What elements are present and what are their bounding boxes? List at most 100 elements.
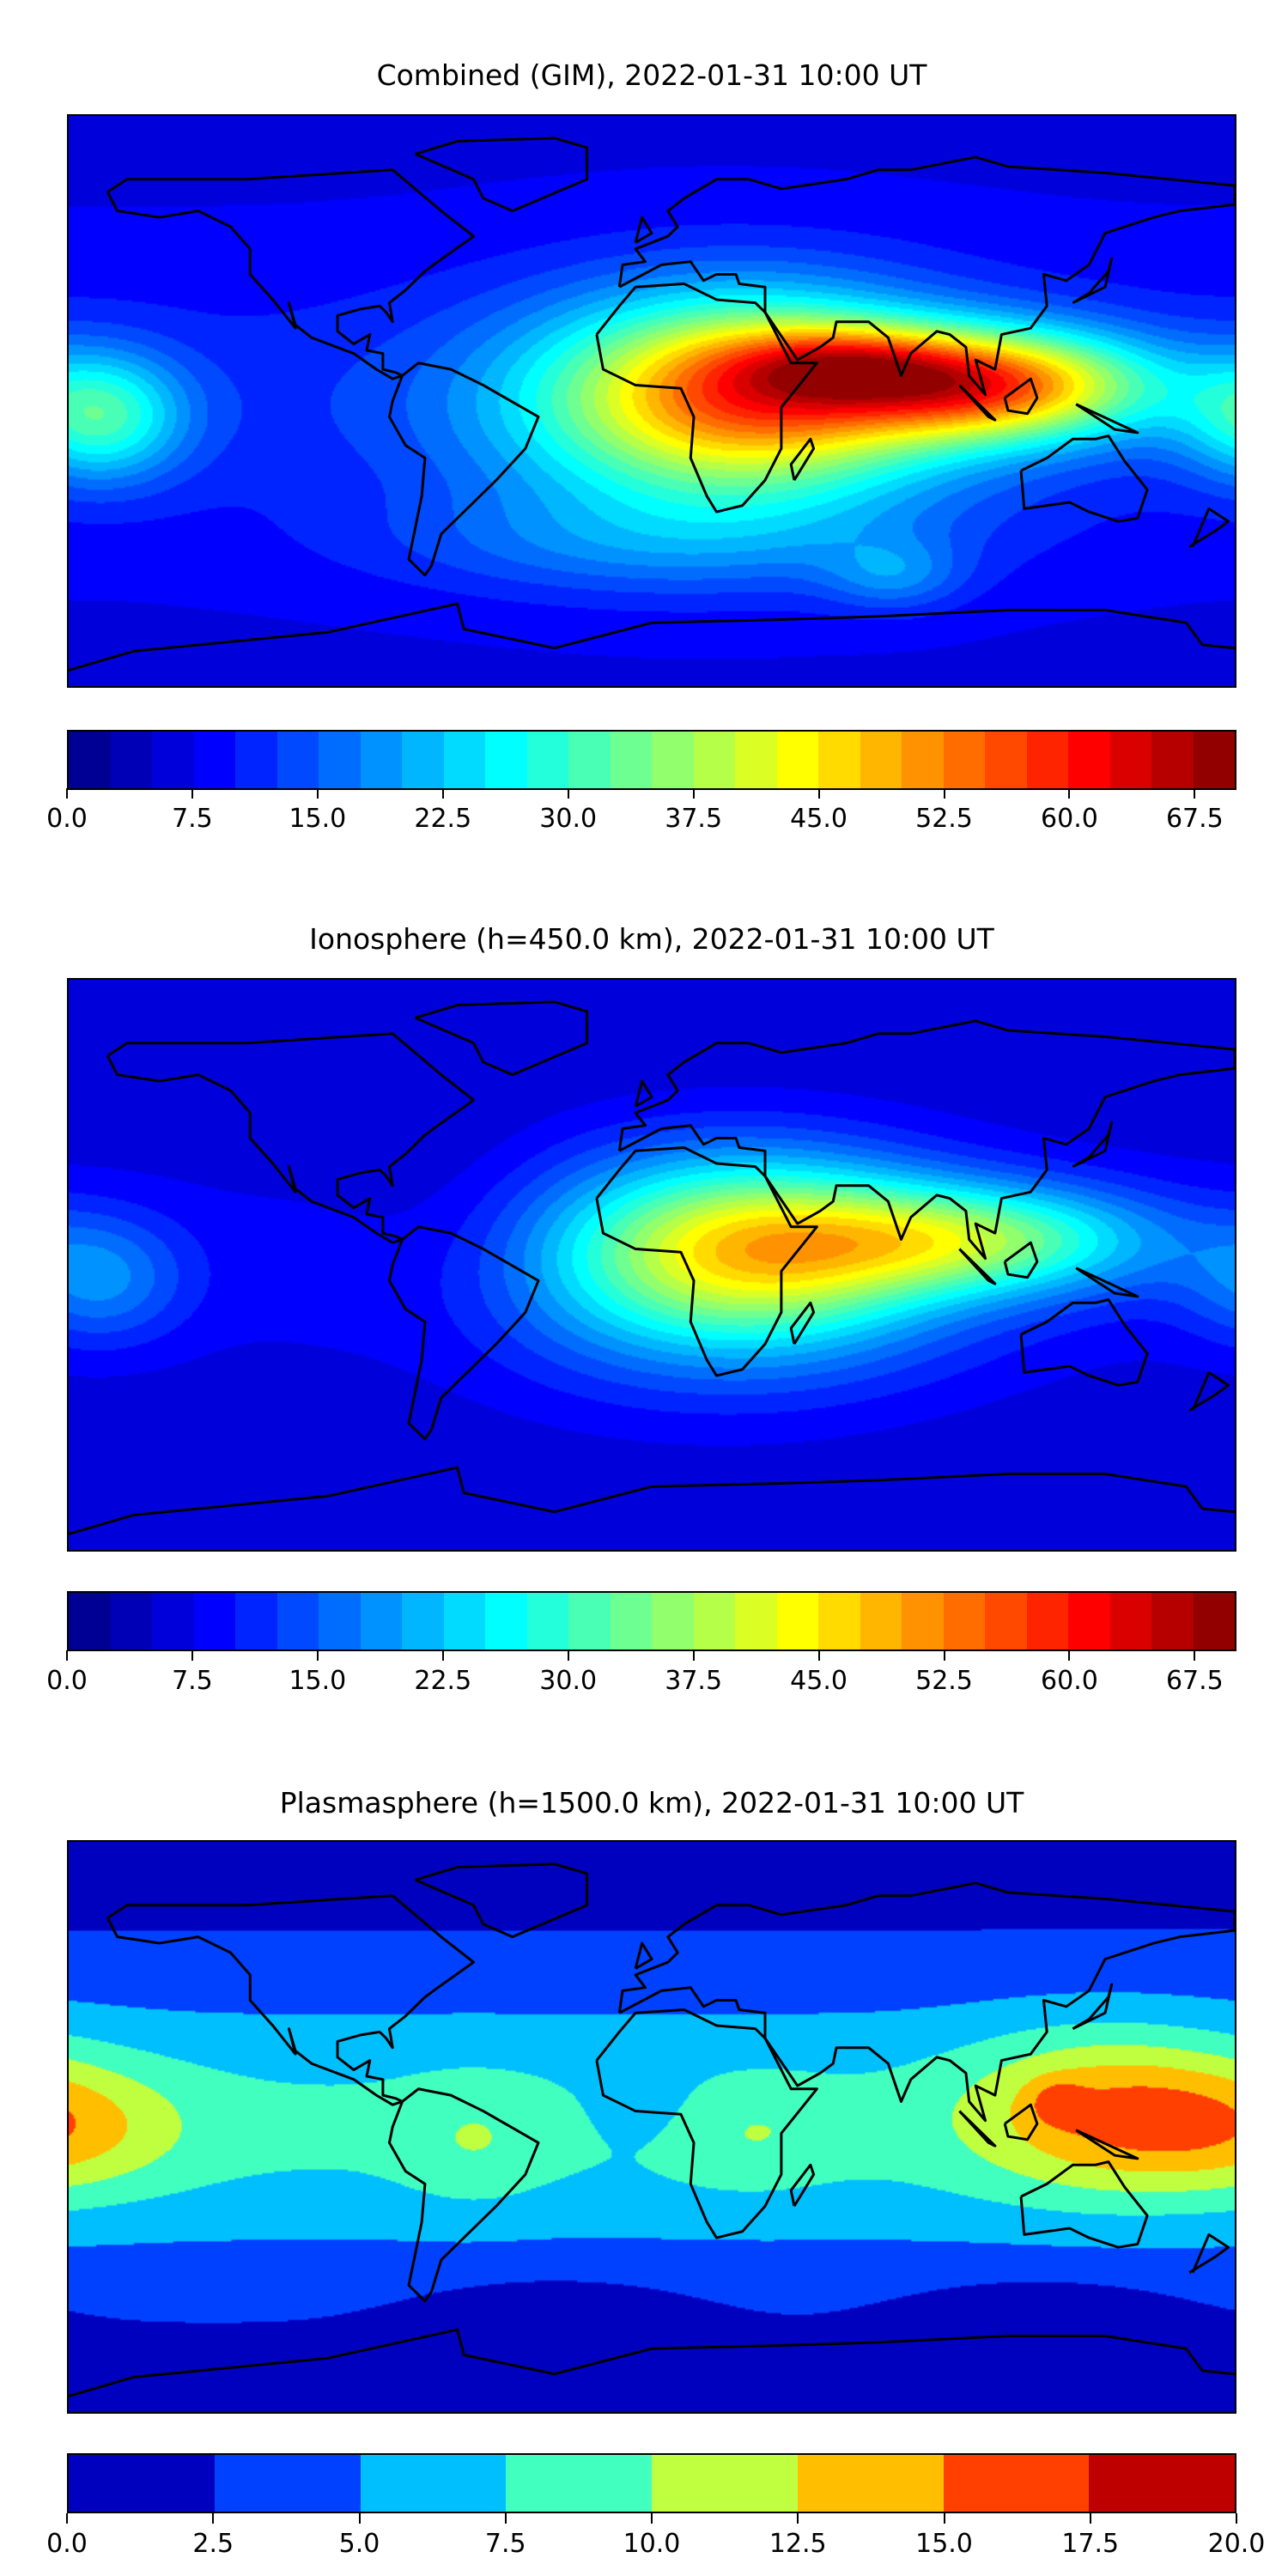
coastline bbox=[1189, 2234, 1228, 2272]
contour-field bbox=[69, 1842, 1235, 2412]
coastline bbox=[1005, 1242, 1037, 1278]
coastline bbox=[416, 1002, 587, 1075]
coastline bbox=[69, 1467, 1235, 1534]
colorbar-tick bbox=[66, 788, 68, 799]
colorbar-segment bbox=[110, 732, 152, 788]
colorbar-tick-label: 15.0 bbox=[915, 2529, 973, 2559]
colorbar-segment bbox=[152, 732, 194, 788]
colorbar-tick bbox=[1068, 788, 1071, 799]
colorbar-tick-label: 0.0 bbox=[46, 2529, 88, 2559]
colorbar-segment bbox=[776, 732, 818, 788]
colorbar-segment bbox=[985, 1593, 1027, 1649]
coastline bbox=[635, 1943, 652, 1969]
colorbar-segment bbox=[485, 732, 527, 788]
coastline bbox=[619, 1021, 1235, 1259]
coastline bbox=[389, 363, 538, 575]
colorbar-segment bbox=[943, 1593, 985, 1649]
colorbar-segment bbox=[652, 732, 694, 788]
colorbar-tick bbox=[1089, 2513, 1091, 2524]
colorbar-tick-label: 60.0 bbox=[1041, 1666, 1098, 1696]
colorbar-segment bbox=[443, 732, 485, 788]
coastline bbox=[1021, 436, 1147, 522]
coastline bbox=[959, 1249, 994, 1285]
colorbar-segment bbox=[568, 732, 611, 788]
colorbar-tick bbox=[797, 2513, 799, 2524]
colorbar-tick bbox=[441, 788, 444, 799]
coastline bbox=[389, 1227, 538, 1439]
colorbar-tick-label: 0.0 bbox=[46, 1666, 88, 1696]
colorbar-segment bbox=[1193, 732, 1235, 788]
colorbar-tick-label: 67.5 bbox=[1165, 804, 1224, 834]
colorbar-tick bbox=[441, 1650, 444, 1661]
colorbar-tick-label: 12.5 bbox=[769, 2529, 827, 2559]
colorbar-segment bbox=[360, 1593, 402, 1649]
colorbar-tick bbox=[1236, 2513, 1237, 2524]
colorbar-segment bbox=[1151, 732, 1194, 788]
coastline bbox=[416, 138, 587, 211]
coastlines bbox=[69, 980, 1235, 1550]
colorbar-segment bbox=[402, 1593, 444, 1649]
colorbar-segment bbox=[818, 732, 860, 788]
colorbar-segment bbox=[776, 1593, 818, 1649]
colorbar-tick-label: 15.0 bbox=[289, 1666, 347, 1696]
colorbar-ticks: 0.0 7.5 15.0 22.5 30.0 37.5 45.0 52.5 60.0 67.5 bbox=[46, 1650, 1236, 1702]
colorbar-tick bbox=[567, 1650, 569, 1661]
coastline bbox=[1072, 258, 1111, 303]
colorbar-segment bbox=[193, 732, 235, 788]
colorbar-segment bbox=[214, 2455, 361, 2512]
coastline bbox=[619, 157, 1235, 395]
colorbar-segment bbox=[1068, 732, 1110, 788]
colorbar-segment bbox=[943, 732, 985, 788]
coastline bbox=[1021, 2162, 1147, 2248]
colorbar-tick bbox=[316, 788, 319, 799]
coastline bbox=[635, 1081, 652, 1107]
colorbar-segment bbox=[693, 732, 735, 788]
coastlines bbox=[69, 116, 1235, 686]
colorbar-segment bbox=[526, 1593, 568, 1649]
map-plot bbox=[67, 114, 1236, 688]
colorbar-tick bbox=[316, 1650, 319, 1661]
colorbar-segment bbox=[860, 1593, 902, 1649]
colorbar-segment bbox=[735, 1593, 777, 1649]
colorbar-segment bbox=[319, 1593, 361, 1649]
map-plot bbox=[67, 1840, 1236, 2414]
coastline bbox=[791, 439, 813, 480]
colorbar-segment bbox=[69, 1593, 111, 1649]
colorbar-segment bbox=[1026, 1593, 1068, 1649]
colorbar-segment bbox=[797, 2455, 944, 2512]
colorbar-tick bbox=[943, 788, 945, 799]
coastline bbox=[791, 2165, 813, 2206]
colorbar-segment bbox=[193, 1593, 235, 1649]
colorbar-tick bbox=[191, 1650, 193, 1661]
coastlines bbox=[69, 1842, 1235, 2412]
colorbar-tick-label: 7.5 bbox=[484, 2529, 526, 2559]
colorbar-segment bbox=[69, 732, 111, 788]
colorbar-segment bbox=[152, 1593, 194, 1649]
colorbar-tick bbox=[943, 2513, 945, 2524]
colorbar-segment bbox=[652, 1593, 694, 1649]
colorbar-segment bbox=[693, 1593, 735, 1649]
colorbar-segment bbox=[276, 1593, 319, 1649]
colorbar-tick-label: 30.0 bbox=[539, 804, 598, 834]
coastline bbox=[597, 1148, 817, 1376]
colorbar-segment bbox=[1089, 2455, 1235, 2512]
colorbar-tick bbox=[651, 2513, 653, 2524]
colorbar-ticks: 0.0 7.5 15.0 22.5 30.0 37.5 45.0 52.5 60.0 67.5 bbox=[46, 788, 1236, 840]
colorbar-segment bbox=[902, 732, 944, 788]
colorbar bbox=[67, 730, 1236, 790]
colorbar-tick-label: 30.0 bbox=[539, 1666, 598, 1696]
coastline bbox=[619, 1883, 1235, 2121]
coastline bbox=[1005, 2105, 1037, 2140]
coastline bbox=[107, 1896, 473, 2105]
coastline bbox=[69, 604, 1235, 670]
colorbar-segment bbox=[360, 2455, 507, 2512]
colorbar-tick-label: 0.0 bbox=[46, 804, 88, 834]
colorbar-segment bbox=[526, 732, 568, 788]
colorbar-tick bbox=[692, 788, 695, 799]
colorbar-tick-label: 5.0 bbox=[338, 2529, 380, 2559]
coastline bbox=[597, 284, 817, 513]
colorbar-tick-label: 22.5 bbox=[414, 1666, 472, 1696]
colorbar-segment bbox=[69, 2455, 215, 2512]
chart-title: Combined (GIM), 2022-01-31 10:00 UT bbox=[376, 58, 927, 92]
coastline bbox=[1021, 1300, 1147, 1386]
